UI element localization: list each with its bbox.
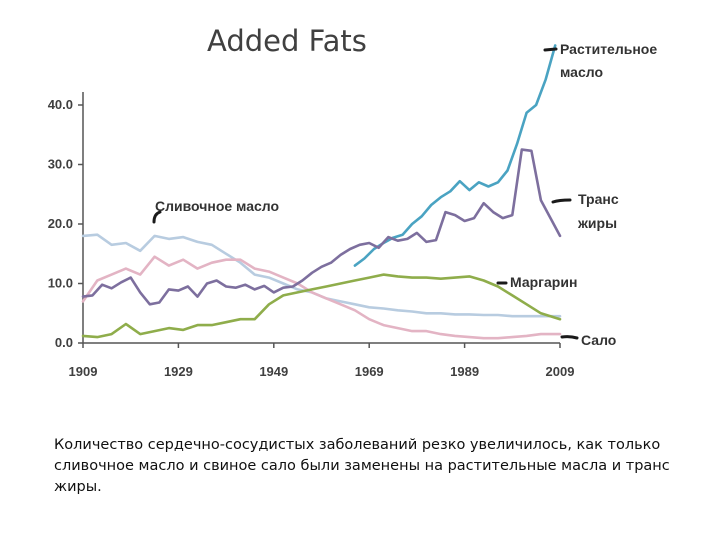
series-trans-fats-line bbox=[81, 148, 562, 306]
label-lard: Сало bbox=[581, 332, 616, 348]
x-tick-label: 1909 bbox=[69, 364, 98, 379]
x-tick-label: 1949 bbox=[259, 364, 288, 379]
y-tick-label: 40.0 bbox=[48, 97, 73, 112]
x-tick-label: 1929 bbox=[164, 364, 193, 379]
y-tick-label: 30.0 bbox=[48, 157, 73, 172]
series-vegetable-oil-line bbox=[353, 44, 557, 267]
chart-axes: 0.0 10.0 20.0 30.0 40.0 1909 1929 1949 1969 1989 2… bbox=[48, 92, 575, 379]
x-tick-label: 1969 bbox=[355, 364, 384, 379]
added-fats-chart: Added Fats 0.0 10.0 20.0 30.0 40.0 1909 1929 19… bbox=[48, 24, 658, 379]
leader-butter bbox=[152, 210, 162, 224]
label-trans-fats-line1: Транс bbox=[578, 191, 619, 207]
y-tick-label: 10.0 bbox=[48, 276, 73, 291]
label-butter: Сливочное масло bbox=[155, 198, 279, 214]
chart-title: Added Fats bbox=[207, 24, 367, 58]
leader-trans-fats bbox=[551, 198, 572, 204]
x-tick-label: 1989 bbox=[450, 364, 479, 379]
y-tick-label: 20.0 bbox=[48, 216, 73, 231]
label-margarine: Маргарин bbox=[510, 274, 577, 290]
label-leaders bbox=[152, 47, 579, 340]
label-vegetable-oil-line2: масло bbox=[560, 64, 603, 80]
label-trans-fats-line2: жиры bbox=[577, 215, 617, 231]
y-tick-label: 0.0 bbox=[55, 335, 73, 350]
x-tick-label: 2009 bbox=[546, 364, 575, 379]
series-margarine-line bbox=[81, 273, 562, 339]
series-lard-line bbox=[81, 255, 562, 340]
leader-vegetable-oil bbox=[543, 47, 558, 52]
plot-area bbox=[81, 44, 562, 340]
caption-text: Количество сердечно-сосудистых заболеван… bbox=[54, 437, 670, 495]
label-vegetable-oil-line1: Растительное bbox=[560, 41, 657, 57]
leader-lard bbox=[560, 335, 579, 340]
